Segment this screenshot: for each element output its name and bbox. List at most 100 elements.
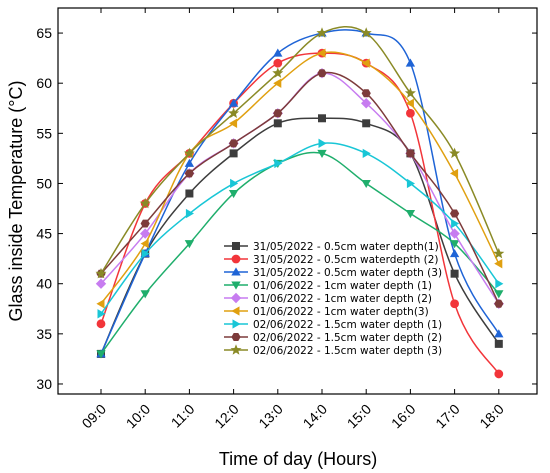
data-point [95,267,107,279]
legend-item: 02/06/2022 - 1.5cm water depth (2) [224,332,442,344]
data-point [317,69,327,78]
data-point [362,119,371,128]
data-point [273,78,282,88]
data-point [141,248,150,259]
legend-marker [230,344,242,355]
legend-label: 01/06/2022 - 1cm water depth (2) [253,293,432,305]
legend-label: 31/05/2022 - 0.5cm water depth (3) [253,267,442,279]
data-point [450,299,459,309]
data-point [140,219,150,228]
data-point [362,148,371,159]
data-point [96,319,106,329]
data-point [494,299,504,308]
legend-marker [232,242,240,250]
x-tick-label: 10:0 [123,401,154,432]
series-line [100,52,500,375]
legend-item: 01/06/2022 - 1cm water depth(3) [224,306,429,318]
data-point [316,27,328,38]
series-line [100,142,500,315]
data-point [494,339,503,348]
data-point [273,48,283,57]
y-tick-label: 30 [36,376,52,392]
y-tick-label: 50 [36,175,52,191]
y-tick-label: 55 [36,125,52,141]
x-tick-label: 14:0 [300,401,331,432]
x-tick-label: 13:0 [255,401,286,432]
data-point [406,178,415,189]
data-point [494,258,503,269]
data-point [495,279,504,289]
legend-label: 02/06/2022 - 1.5cm water depth (2) [253,332,442,344]
legend-item: 31/05/2022 - 0.5cm waterdepth (2) [224,254,439,266]
data-point [96,350,106,359]
data-point [317,149,327,158]
data-point [229,118,238,128]
legend-marker [231,254,241,264]
data-point [449,249,460,258]
data-point [140,290,150,299]
series-6 [96,48,503,309]
y-tick-label: 60 [36,75,52,91]
data-point [361,89,371,98]
data-point [139,197,151,209]
series-9 [95,26,505,279]
series-line [100,117,500,355]
series-8 [96,69,504,308]
x-tick-label: 12:0 [211,401,242,432]
series-line [100,71,500,305]
legend-item: 02/06/2022 - 1.5cm water depth (3) [224,344,442,357]
legend-label: 31/05/2022 - 0.5cm waterdepth (2) [253,254,439,266]
x-tick-label: 16:0 [388,401,419,432]
data-point [140,228,151,239]
data-point [140,238,149,249]
data-point [184,169,194,178]
data-point [229,149,238,158]
legend-item: 31/05/2022 - 0.5cm water depth(1) [224,241,439,253]
data-point [96,299,105,309]
legend-item: 01/06/2022 - 1cm water depth (1) [224,280,432,292]
data-point [183,147,195,159]
legend-label: 02/06/2022 - 1.5cm water depth (3) [253,345,442,357]
legend-label: 01/06/2022 - 1cm water depth (1) [253,280,432,292]
data-point [274,158,283,169]
data-point [273,58,283,68]
legend-marker [231,281,241,290]
data-point [184,158,195,167]
x-tick-label: 18:0 [476,401,507,432]
legend-marker [232,319,241,329]
y-tick-label: 40 [36,276,52,292]
plot-frame [57,7,538,395]
data-point [361,58,370,68]
data-point [405,98,414,108]
legend-label: 31/05/2022 - 0.5cm water depth(1) [253,241,439,253]
series-line [100,151,500,355]
x-tick-label: 15:0 [344,401,375,432]
x-axis-title: Time of day (Hours) [219,449,377,469]
series-line [100,51,500,305]
data-point [228,189,239,199]
series-layer [95,26,505,379]
data-point [405,58,416,67]
legend-item: 02/06/2022 - 1.5cm water depth (1) [224,319,442,331]
legend-marker [231,333,241,341]
series-line [100,26,500,275]
data-point [184,240,195,249]
data-point [95,278,107,289]
data-point [228,98,239,107]
data-point [451,218,460,229]
y-tick-label: 35 [36,326,52,342]
data-point [494,329,504,338]
data-point [405,210,416,219]
data-point [449,228,460,239]
legend-marker [231,306,240,316]
data-point [494,290,504,299]
data-point [228,107,240,118]
x-tick-label: 11:0 [168,401,198,431]
legend-label: 01/06/2022 - 1cm water depth(3) [253,306,429,318]
data-point [449,240,460,249]
x-tick-label: 17:0 [432,401,463,432]
legend-marker [230,292,242,304]
data-point [405,149,415,158]
data-point [450,209,460,218]
data-point [404,87,416,98]
